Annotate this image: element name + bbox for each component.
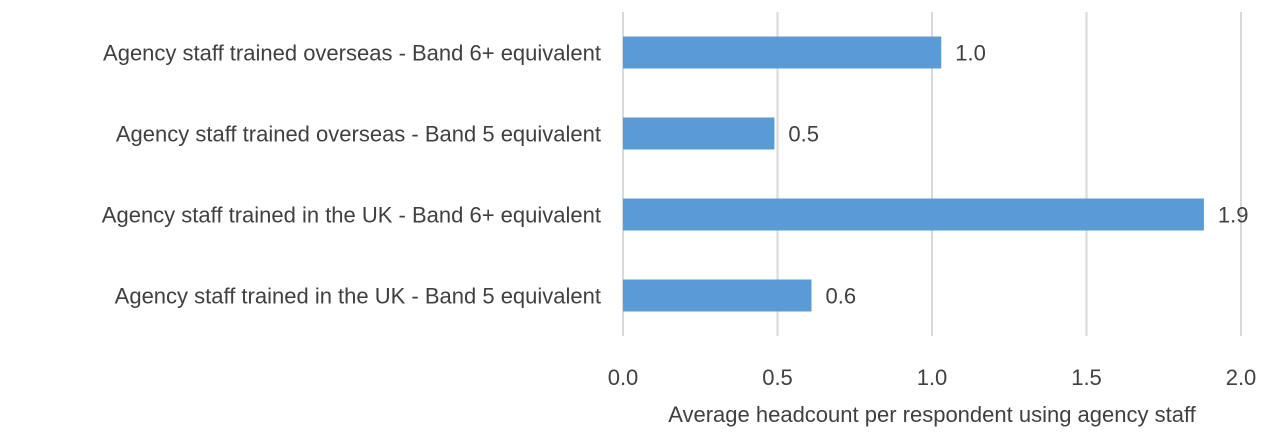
data-label: 1.9 <box>1218 203 1249 228</box>
x-axis-title: Average headcount per respondent using a… <box>668 402 1196 427</box>
category-label: Agency staff trained in the UK - Band 5 … <box>115 284 601 309</box>
category-label: Agency staff trained overseas - Band 6+ … <box>103 41 601 66</box>
bar <box>623 198 1204 231</box>
data-label: 0.6 <box>825 284 856 309</box>
bar <box>623 36 942 69</box>
x-tick-label: 1.5 <box>1071 365 1102 390</box>
x-tick-label: 0.0 <box>608 365 639 390</box>
bar <box>623 279 812 312</box>
category-label: Agency staff trained in the UK - Band 6+… <box>102 203 601 228</box>
category-label: Agency staff trained overseas - Band 5 e… <box>116 122 601 147</box>
x-tick-label: 1.0 <box>917 365 948 390</box>
bar <box>623 117 775 150</box>
data-label: 1.0 <box>955 41 986 66</box>
labels: 0.0 0.5 1.0 1.5 2.0 Agency staff trained over… <box>102 41 1257 391</box>
data-label: 0.5 <box>788 122 819 147</box>
bars <box>623 36 1204 312</box>
x-tick-label: 0.5 <box>762 365 793 390</box>
x-tick-label: 2.0 <box>1226 365 1257 390</box>
